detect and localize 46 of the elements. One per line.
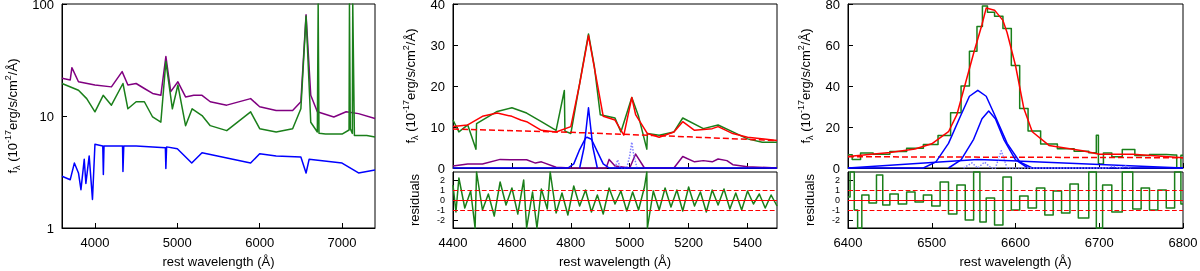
y-tick-label: 100 bbox=[32, 0, 54, 12]
y-tick-label: 40 bbox=[825, 78, 840, 94]
y-axis-title: fλ (10-17erg/s/cm2/Å) bbox=[401, 28, 421, 144]
y-tick-label: 60 bbox=[825, 37, 840, 53]
x-tick-label: 4400 bbox=[438, 235, 468, 250]
y-axis-title: fλ (10-17erg/s/cm2/Å) bbox=[2, 58, 22, 174]
x-tick-label: 6800 bbox=[1168, 235, 1198, 250]
y-axis-title: residuals bbox=[801, 173, 817, 227]
y-tick-label: 1 bbox=[834, 185, 840, 195]
x-tick-label: 5000 bbox=[615, 235, 645, 250]
y-tick-label: -2 bbox=[831, 215, 840, 225]
x-tick-label: 4000 bbox=[80, 235, 110, 250]
y-tick-label: 0 bbox=[439, 195, 445, 205]
x-tick-label: 6000 bbox=[245, 235, 275, 250]
y-tick-label: 30 bbox=[430, 37, 445, 53]
y-tick-label: 20 bbox=[430, 78, 445, 94]
y-tick-label: 40 bbox=[430, 0, 445, 12]
x-tick-label: 4800 bbox=[556, 235, 586, 250]
x-tick-label: 6500 bbox=[917, 235, 947, 250]
y-tick-label: 10 bbox=[430, 119, 445, 135]
x-tick-label: 7000 bbox=[327, 235, 357, 250]
x-tick-label: 6600 bbox=[1001, 235, 1030, 250]
x-axis-title: rest wavelength (Å) bbox=[559, 253, 671, 269]
y-tick-label: -1 bbox=[436, 205, 445, 215]
y-tick-label: -2 bbox=[436, 215, 445, 225]
y-tick-label: 10 bbox=[39, 108, 54, 124]
x-axis-title: rest wavelength (Å) bbox=[959, 253, 1072, 269]
y-tick-label: -1 bbox=[831, 205, 840, 215]
y-tick-label: 0 bbox=[834, 195, 840, 205]
x-axis-title: rest wavelength (Å) bbox=[162, 253, 275, 269]
y-tick-label: 2 bbox=[439, 175, 445, 185]
x-tick-label: 6700 bbox=[1084, 235, 1114, 250]
y-tick-label: 2 bbox=[834, 175, 840, 185]
y-tick-label: 80 bbox=[825, 0, 840, 12]
x-tick-label: 5000 bbox=[162, 235, 192, 250]
y-tick-label: 1 bbox=[439, 185, 445, 195]
y-tick-label: 0 bbox=[437, 160, 445, 176]
y-tick-label: 0 bbox=[832, 160, 840, 176]
y-tick-label: 20 bbox=[825, 119, 840, 135]
y-tick-label: 1 bbox=[46, 220, 54, 236]
x-tick-label: 5400 bbox=[733, 235, 763, 250]
x-tick-label: 4600 bbox=[497, 235, 527, 250]
y-axis-title: fλ (10-17erg/s/cm2/Å) bbox=[796, 28, 816, 144]
y-axis-title: residuals bbox=[406, 173, 422, 227]
x-tick-label: 6400 bbox=[833, 235, 863, 250]
x-tick-label: 5200 bbox=[674, 235, 704, 250]
